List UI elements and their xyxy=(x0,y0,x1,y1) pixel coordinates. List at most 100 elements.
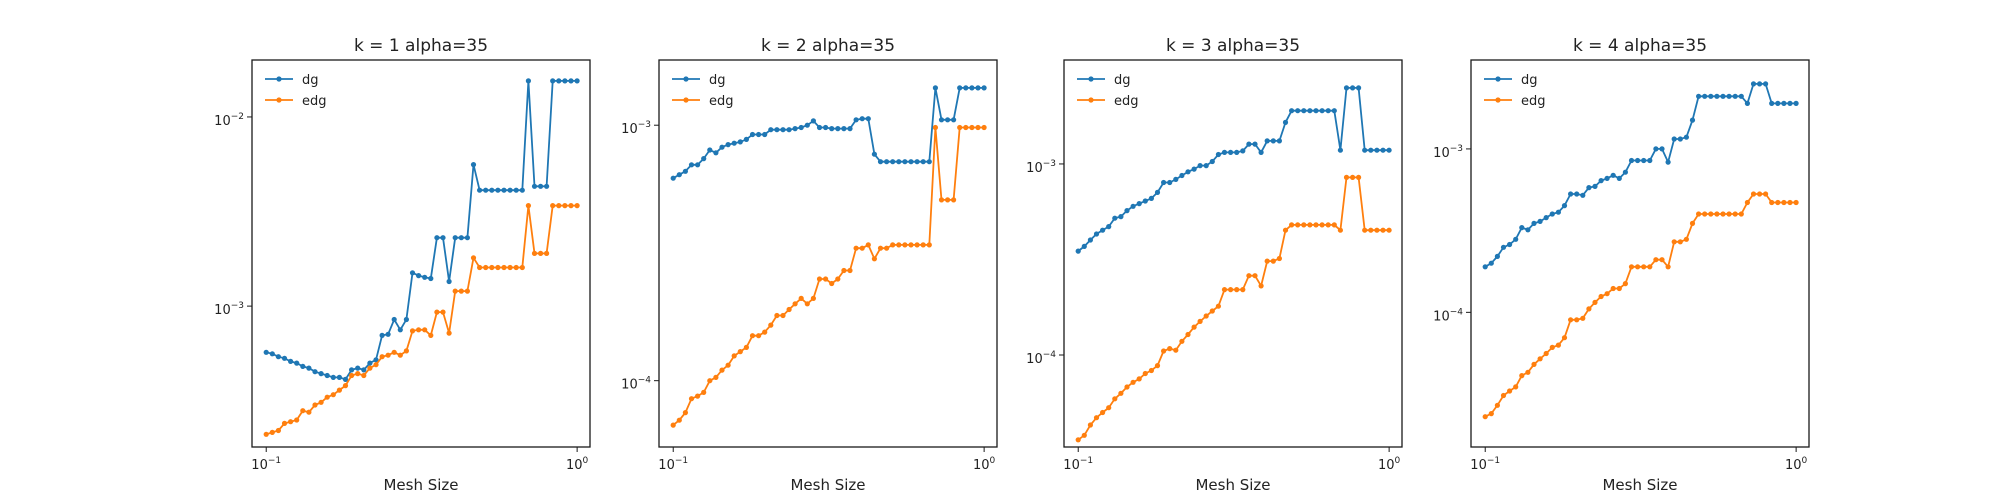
legend-label: edg xyxy=(302,94,327,109)
data-point-dg xyxy=(1696,93,1702,99)
data-point-edg xyxy=(1331,222,1337,228)
data-point-dg xyxy=(749,131,756,138)
data-point-dg xyxy=(318,371,324,377)
data-point-edg xyxy=(495,264,501,271)
data-point-dg xyxy=(568,78,574,84)
data-point-edg xyxy=(1635,264,1641,270)
data-point-dg xyxy=(1075,248,1081,254)
data-point-edg xyxy=(1136,376,1142,382)
data-point-dg xyxy=(1537,218,1543,224)
data-point-edg xyxy=(1775,199,1781,206)
legend-item-dg: dg xyxy=(672,73,726,88)
data-point-dg xyxy=(501,187,507,193)
x-tick-label: 10−1 xyxy=(1063,456,1093,473)
data-point-dg xyxy=(1519,225,1525,231)
series-line-edg xyxy=(1077,176,1390,441)
data-point-edg xyxy=(1087,422,1093,428)
data-point-dg xyxy=(969,85,975,91)
data-point-dg xyxy=(731,140,737,146)
data-point-edg xyxy=(574,203,580,209)
x-tick-label: 10−1 xyxy=(658,456,688,473)
data-point-dg xyxy=(416,273,422,279)
data-point-dg xyxy=(688,162,695,168)
plot-frame xyxy=(1063,59,1403,448)
legend-label: edg xyxy=(1114,94,1139,109)
data-point-edg xyxy=(1763,191,1769,197)
data-point-dg xyxy=(513,187,519,193)
data-point-dg xyxy=(810,118,817,124)
data-point-dg xyxy=(1221,149,1228,155)
data-point-dg xyxy=(1148,195,1154,201)
data-point-dg xyxy=(877,159,884,165)
data-point-edg xyxy=(1671,239,1677,245)
data-point-dg xyxy=(914,159,920,165)
data-point-dg xyxy=(1106,224,1112,230)
data-point-dg xyxy=(1325,108,1331,114)
data-point-dg xyxy=(452,235,458,241)
data-point-edg xyxy=(379,354,385,360)
data-point-dg xyxy=(1720,93,1726,99)
data-point-edg xyxy=(342,383,349,389)
data-point-dg xyxy=(1677,136,1683,142)
data-point-dg xyxy=(829,126,835,132)
data-point-dg xyxy=(1234,149,1240,155)
data-point-dg xyxy=(306,365,312,371)
data-point-edg xyxy=(1081,432,1087,438)
data-point-dg xyxy=(1185,169,1191,175)
data-point-dg xyxy=(1386,147,1392,153)
data-point-dg xyxy=(367,360,373,366)
data-point-dg xyxy=(403,316,409,323)
data-point-dg xyxy=(1209,158,1215,165)
series-dg xyxy=(670,85,987,181)
data-point-edg xyxy=(1665,264,1671,270)
data-point-edg xyxy=(1319,222,1325,228)
data-point-edg xyxy=(908,242,914,248)
data-point-dg xyxy=(798,124,804,131)
data-point-edg xyxy=(932,124,939,131)
data-point-dg xyxy=(682,168,689,174)
data-point-dg xyxy=(1276,138,1282,144)
legend-item-dg: dg xyxy=(265,73,319,88)
data-point-edg xyxy=(829,280,835,287)
data-point-edg xyxy=(306,409,312,415)
data-point-dg xyxy=(300,363,306,369)
data-point-edg xyxy=(902,242,908,248)
data-point-dg xyxy=(1100,227,1106,233)
data-point-edg xyxy=(403,348,409,354)
data-point-edg xyxy=(507,264,513,271)
data-point-dg xyxy=(324,372,330,379)
data-point-dg xyxy=(434,235,440,241)
data-point-edg xyxy=(1167,346,1173,352)
data-point-dg xyxy=(507,187,513,193)
data-point-dg xyxy=(562,78,568,84)
data-point-dg xyxy=(1313,108,1319,114)
data-point-edg xyxy=(1142,370,1148,377)
data-point-dg xyxy=(1124,208,1130,214)
legend-label: dg xyxy=(709,73,726,88)
data-point-dg xyxy=(1319,108,1325,114)
data-point-dg xyxy=(1215,151,1221,158)
data-point-edg xyxy=(556,203,562,209)
data-point-edg xyxy=(440,309,446,315)
data-point-edg xyxy=(294,417,300,423)
data-point-dg xyxy=(1763,81,1769,87)
data-point-dg xyxy=(1197,163,1203,169)
data-point-dg xyxy=(1142,198,1148,204)
data-point-edg xyxy=(1513,384,1519,390)
data-point-edg xyxy=(1769,199,1775,206)
data-point-dg xyxy=(896,159,902,165)
data-point-edg xyxy=(336,387,342,393)
series-line-dg xyxy=(265,80,578,381)
data-point-dg xyxy=(792,126,798,132)
data-point-dg xyxy=(920,159,926,165)
data-point-dg xyxy=(926,159,932,165)
legend-item-edg: edg xyxy=(672,94,734,109)
data-point-edg xyxy=(682,410,689,416)
series-line-dg xyxy=(1484,83,1797,268)
data-point-dg xyxy=(288,358,294,364)
data-point-edg xyxy=(823,276,829,282)
data-point-edg xyxy=(847,267,853,274)
data-point-dg xyxy=(932,85,939,91)
data-point-edg xyxy=(373,362,379,368)
data-point-dg xyxy=(1136,201,1142,207)
